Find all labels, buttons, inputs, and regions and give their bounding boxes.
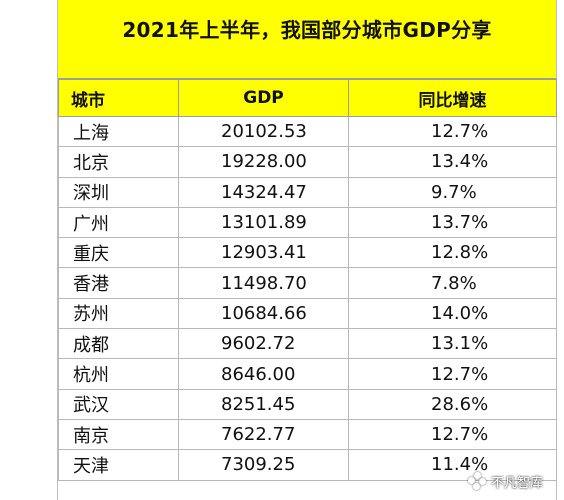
city-cell: 香港 xyxy=(58,267,179,299)
column-header-growth-rate: 同比增速 xyxy=(348,79,557,117)
gdp-cell: 13101.89 xyxy=(178,206,349,239)
gdp-cell: 8251.45 xyxy=(178,388,349,420)
growth-rate-cell: 12.7% xyxy=(348,115,557,148)
growth-rate-cell: 13.7% xyxy=(348,206,557,239)
table-row: 北京 19228.00 13.4% xyxy=(58,146,557,178)
gdp-table: 城市 GDP 同比增速 上海 20102.53 12.7% 北京 19228.0… xyxy=(58,79,557,481)
city-cell: 北京 xyxy=(58,146,179,178)
gdp-cell: 8646.00 xyxy=(178,358,349,390)
gdp-cell: 7622.77 xyxy=(178,418,349,451)
table-row: 深圳 14324.47 9.7% xyxy=(58,176,557,208)
table-row: 苏州 10684.66 14.0% xyxy=(58,297,557,330)
city-cell: 重庆 xyxy=(58,237,179,269)
table-row: 成都 9602.72 13.1% xyxy=(58,328,557,360)
growth-rate-cell: 7.8% xyxy=(348,267,557,299)
watermark-text: 不凡智库 xyxy=(491,475,544,491)
column-header-city: 城市 xyxy=(58,79,179,117)
table-row: 香港 11498.70 7.8% xyxy=(58,267,557,299)
table-row: 重庆 12903.41 12.8% xyxy=(58,237,557,269)
city-cell: 苏州 xyxy=(58,297,179,330)
gdp-cell: 19228.00 xyxy=(178,146,349,178)
city-cell: 深圳 xyxy=(58,176,179,208)
gdp-cell: 20102.53 xyxy=(178,115,349,148)
table-row: 上海 20102.53 12.7% xyxy=(58,115,557,148)
city-cell: 成都 xyxy=(58,328,179,360)
growth-rate-cell: 14.0% xyxy=(348,297,557,330)
table-title: 2021年上半年，我国部分城市GDP分享 xyxy=(122,18,492,42)
city-cell: 上海 xyxy=(58,115,179,148)
title-cell: 2021年上半年，我国部分城市GDP分享 xyxy=(58,0,556,79)
growth-rate-cell: 12.7% xyxy=(348,358,557,390)
growth-rate-cell: 12.8% xyxy=(348,237,557,269)
growth-rate-cell: 13.1% xyxy=(348,328,557,360)
gdp-cell: 10684.66 xyxy=(178,297,349,330)
growth-rate-cell: 9.7% xyxy=(348,176,557,208)
growth-rate-cell: 28.6% xyxy=(348,388,557,420)
city-cell: 广州 xyxy=(58,206,179,239)
app-logo-icon xyxy=(468,472,486,490)
table-row: 天津 7309.25 11.4% xyxy=(58,449,557,481)
table-row: 南京 7622.77 12.7% xyxy=(58,418,557,451)
city-cell: 武汉 xyxy=(58,388,179,420)
spreadsheet-table: 2021年上半年，我国部分城市GDP分享 城市 GDP 同比增速 上海 2010… xyxy=(57,0,557,500)
gdp-cell: 14324.47 xyxy=(178,176,349,208)
city-cell: 天津 xyxy=(58,449,179,481)
growth-rate-cell: 13.4% xyxy=(348,146,557,178)
growth-rate-cell: 12.7% xyxy=(348,418,557,451)
gdp-cell: 11498.70 xyxy=(178,267,349,299)
gdp-cell: 12903.41 xyxy=(178,237,349,269)
column-header-gdp: GDP xyxy=(178,79,349,117)
city-cell: 杭州 xyxy=(58,358,179,390)
growth-rate-cell: 11.4% xyxy=(348,449,557,481)
city-cell: 南京 xyxy=(58,418,179,451)
gdp-cell: 7309.25 xyxy=(178,449,349,481)
header-row: 城市 GDP 同比增速 xyxy=(58,79,557,117)
table-row: 广州 13101.89 13.7% xyxy=(58,206,557,239)
table-row: 杭州 8646.00 12.7% xyxy=(58,358,557,390)
table-row: 武汉 8251.45 28.6% xyxy=(58,388,557,420)
watermark: 不凡智库 xyxy=(468,470,543,492)
gdp-cell: 9602.72 xyxy=(178,328,349,360)
